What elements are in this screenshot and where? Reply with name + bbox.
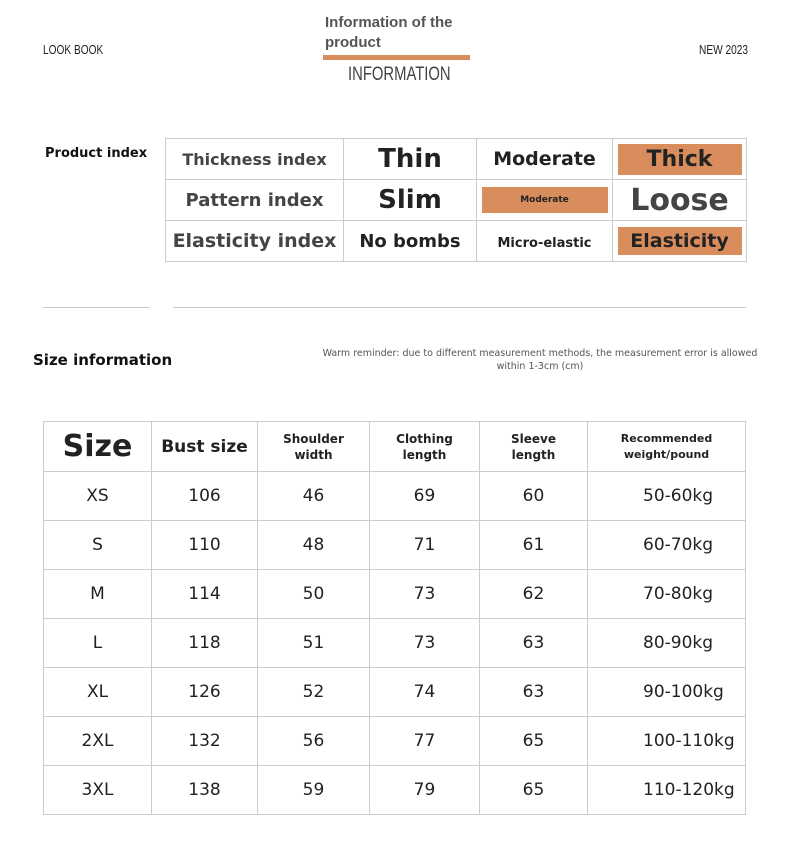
- table-cell: 74: [369, 667, 480, 717]
- column-header: Bust size: [151, 421, 258, 472]
- table-cell: 59: [257, 765, 370, 815]
- measurement-reminder: Warm reminder: due to different measurem…: [322, 348, 758, 372]
- table-cell: 52: [257, 667, 370, 717]
- table-row: 2XL 132 56 77 65 100-110kg: [43, 716, 746, 766]
- selected-option: Moderate: [476, 179, 613, 221]
- selected-option: Elasticity: [612, 220, 747, 262]
- table-cell: 73: [369, 569, 480, 619]
- table-cell: 73: [369, 618, 480, 668]
- product-index-label: Product index: [45, 146, 148, 161]
- table-cell: 118: [151, 618, 258, 668]
- table-cell: 114: [151, 569, 258, 619]
- table-cell: 65: [479, 765, 588, 815]
- table-cell: 46: [257, 471, 370, 521]
- table-cell: 106: [151, 471, 258, 521]
- size-table-header: Size Bust size Shoulder width Clothing leng…: [43, 421, 746, 472]
- page-title: Information of the product: [325, 14, 453, 51]
- index-option: Elasticity: [617, 227, 742, 255]
- table-cell: 110-120kg: [587, 765, 746, 815]
- table-row: S 110 48 71 61 60-70kg: [43, 520, 746, 570]
- table-cell: 63: [479, 618, 588, 668]
- table-cell: 65: [479, 716, 588, 766]
- table-row: 3XL 138 59 79 65 110-120kg: [43, 765, 746, 815]
- table-cell: L: [43, 618, 152, 668]
- table-cell: S: [43, 520, 152, 570]
- table-row: XL 126 52 74 63 90-100kg: [43, 667, 746, 717]
- index-name: Pattern index: [185, 189, 324, 211]
- index-option: Moderate: [481, 187, 608, 213]
- size-table: Size Bust size Shoulder width Clothing leng…: [43, 421, 746, 815]
- table-cell: 71: [369, 520, 480, 570]
- index-option: Slim: [378, 185, 442, 215]
- divider: [43, 307, 150, 308]
- index-option: Thin: [378, 144, 442, 174]
- table-cell: 2XL: [43, 716, 152, 766]
- index-option: Loose: [630, 182, 729, 218]
- index-option: Thick: [617, 143, 742, 175]
- column-header: Size: [43, 421, 152, 472]
- table-cell: XS: [43, 471, 152, 521]
- divider: [173, 307, 746, 308]
- table-cell: 80-90kg: [587, 618, 746, 668]
- table-cell: 100-110kg: [587, 716, 746, 766]
- table-cell: 48: [257, 520, 370, 570]
- index-name: Elasticity index: [172, 230, 337, 252]
- product-index-row: Elasticity index No bombs Micro-elastic Ela…: [165, 220, 747, 262]
- table-cell: 56: [257, 716, 370, 766]
- table-cell: 63: [479, 667, 588, 717]
- look-book-label: LOOK BOOK: [43, 42, 104, 57]
- table-cell: 132: [151, 716, 258, 766]
- column-header: Sleeve length: [479, 421, 588, 472]
- table-cell: M: [43, 569, 152, 619]
- table-cell: 3XL: [43, 765, 152, 815]
- table-cell: 60: [479, 471, 588, 521]
- index-option: Micro-elastic: [497, 235, 592, 251]
- product-index-row: Pattern index Slim Moderate Loose: [165, 179, 747, 221]
- table-cell: 90-100kg: [587, 667, 746, 717]
- table-row: L 118 51 73 63 80-90kg: [43, 618, 746, 668]
- product-index-row: Thickness index Thin Moderate Thick: [165, 138, 747, 180]
- table-cell: 79: [369, 765, 480, 815]
- table-cell: 62: [479, 569, 588, 619]
- new-2023-label: NEW 2023: [699, 42, 749, 57]
- table-cell: 61: [479, 520, 588, 570]
- table-cell: 50-60kg: [587, 471, 746, 521]
- table-cell: 50: [257, 569, 370, 619]
- table-cell: 60-70kg: [587, 520, 746, 570]
- table-row: M 114 50 73 62 70-80kg: [43, 569, 746, 619]
- table-cell: 110: [151, 520, 258, 570]
- column-header: Clothing length: [369, 421, 480, 472]
- table-cell: 69: [369, 471, 480, 521]
- index-option: Moderate: [493, 148, 596, 170]
- size-information-label: Size information: [33, 351, 173, 369]
- table-cell: 126: [151, 667, 258, 717]
- selected-option: Thick: [612, 138, 747, 180]
- table-cell: 51: [257, 618, 370, 668]
- table-cell: 70-80kg: [587, 569, 746, 619]
- column-header: Recommended weight/pound: [587, 421, 746, 472]
- page-subtitle: INFORMATION: [348, 64, 451, 85]
- table-cell: 138: [151, 765, 258, 815]
- product-index-table: Thickness index Thin Moderate Thick Pattern …: [165, 138, 747, 262]
- table-cell: XL: [43, 667, 152, 717]
- column-header: Shoulder width: [257, 421, 370, 472]
- table-cell: 77: [369, 716, 480, 766]
- table-row: XS 106 46 69 60 50-60kg: [43, 471, 746, 521]
- index-option: No bombs: [359, 230, 461, 252]
- index-name: Thickness index: [182, 149, 327, 169]
- title-underline: [323, 55, 470, 60]
